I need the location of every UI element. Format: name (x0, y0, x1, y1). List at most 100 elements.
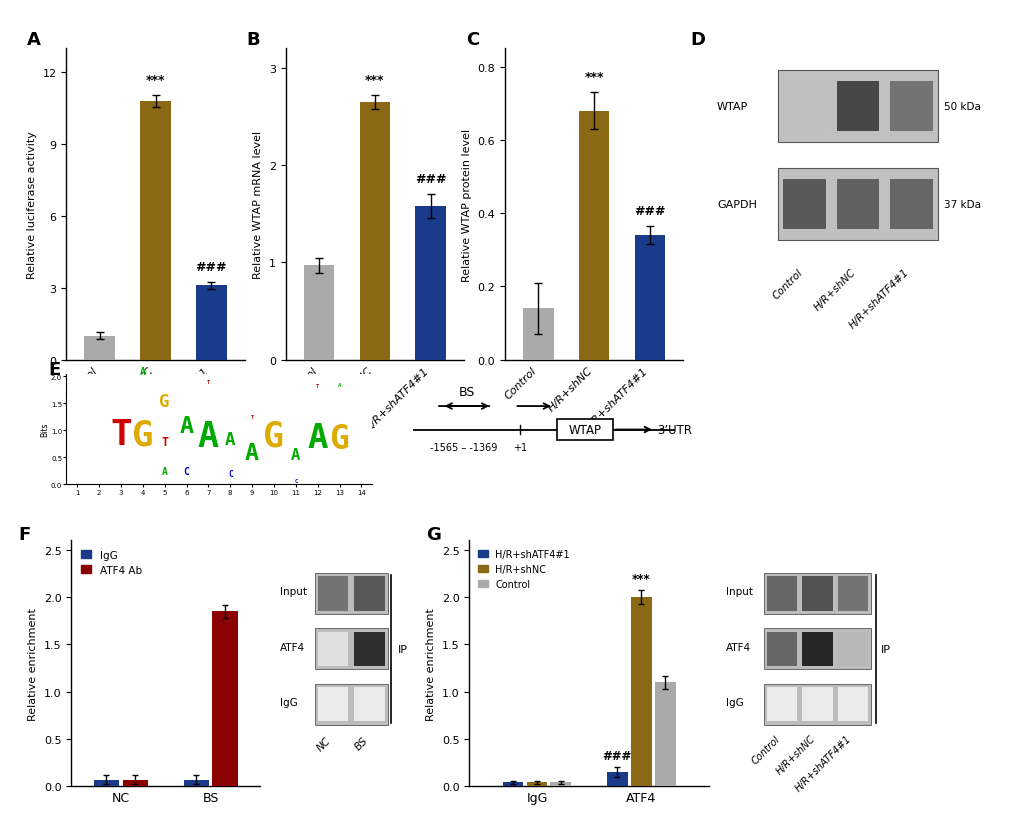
Bar (766, 632, 796, 667)
Text: A: A (179, 414, 194, 437)
Legend: IgG, ATF4 Ab: IgG, ATF4 Ab (76, 545, 146, 579)
Text: G: G (263, 419, 284, 453)
Bar (578, 111, 609, 360)
Bar (783, 82, 825, 132)
Text: C: C (293, 478, 298, 483)
Text: A: A (290, 448, 301, 463)
Text: 3’UTR: 3’UTR (657, 423, 692, 437)
Text: E: E (48, 361, 60, 379)
Text: +1: +1 (513, 443, 527, 453)
Bar (415, 206, 445, 360)
Text: BS: BS (353, 735, 369, 752)
Bar (315, 573, 387, 614)
Text: IgG: IgG (726, 697, 743, 708)
Y-axis label: Relative luciferase activity: Relative luciferase activity (26, 131, 37, 278)
Bar (777, 169, 936, 241)
Bar (318, 632, 348, 667)
Y-axis label: Relative enrichment: Relative enrichment (29, 607, 39, 720)
Bar (318, 687, 348, 722)
Text: NC: NC (315, 735, 333, 753)
Text: A: A (337, 382, 341, 387)
Text: Input: Input (279, 586, 307, 597)
Text: H/R+shATF4#1: H/R+shATF4#1 (793, 733, 853, 793)
Bar (304, 266, 334, 360)
Text: A: A (162, 466, 167, 477)
Text: Control: Control (749, 733, 781, 765)
Text: T: T (161, 435, 168, 448)
Bar (836, 82, 878, 132)
Text: WTAP: WTAP (568, 423, 600, 437)
Text: G: G (426, 526, 440, 544)
Bar (889, 82, 931, 132)
Bar (359, 102, 390, 360)
Bar (763, 684, 870, 725)
Bar (315, 629, 387, 669)
Text: D: D (690, 30, 705, 48)
Bar (606, 772, 627, 786)
Text: T: T (251, 415, 254, 420)
Y-axis label: Relative WTAP mRNA level: Relative WTAP mRNA level (253, 131, 263, 278)
Bar (315, 684, 387, 725)
Bar (85, 337, 115, 360)
Bar (122, 780, 148, 786)
Bar (550, 782, 571, 786)
Bar (318, 577, 348, 611)
Text: -1565 – -1369: -1565 – -1369 (430, 443, 497, 453)
Text: ***: *** (146, 74, 165, 87)
Bar (766, 687, 796, 722)
Bar (763, 573, 870, 614)
Bar (654, 682, 675, 786)
Text: IgG: IgG (279, 697, 298, 708)
Bar (777, 71, 936, 143)
Bar (523, 309, 553, 360)
Y-axis label: Relative enrichment: Relative enrichment (426, 607, 436, 720)
Bar (526, 782, 547, 786)
Text: G: G (329, 423, 350, 455)
Text: H/R+shATF4#1: H/R+shATF4#1 (847, 267, 910, 331)
Bar (354, 632, 384, 667)
Bar (766, 577, 796, 611)
Text: 50 kDa: 50 kDa (943, 102, 979, 111)
Bar (802, 687, 832, 722)
Bar (94, 780, 119, 786)
Bar (838, 687, 867, 722)
Y-axis label: Bits: Bits (41, 423, 50, 437)
Legend: H/R+shATF4#1, H/R+shNC, Control: H/R+shATF4#1, H/R+shNC, Control (474, 545, 574, 593)
Text: C: C (465, 30, 478, 48)
Text: ***: *** (631, 572, 650, 585)
Text: G: G (131, 418, 154, 452)
Text: A: A (225, 430, 235, 448)
Text: ###: ### (196, 260, 227, 274)
Text: C: C (183, 466, 190, 477)
Text: WTAP: WTAP (716, 102, 747, 111)
Text: ATF4: ATF4 (279, 642, 305, 652)
Bar (354, 687, 384, 722)
Text: GAPDH: GAPDH (716, 200, 756, 210)
Y-axis label: Relative WTAP protein level: Relative WTAP protein level (462, 129, 472, 281)
Text: C: C (227, 469, 232, 478)
Text: H/R+shNC: H/R+shNC (773, 733, 816, 776)
Text: ###: ### (602, 749, 631, 762)
Text: IP: IP (879, 644, 890, 654)
Text: A: A (28, 30, 41, 48)
Bar (196, 286, 226, 360)
Text: ***: *** (584, 70, 603, 84)
Bar (802, 632, 832, 667)
Text: A: A (307, 421, 327, 454)
Bar (183, 780, 209, 786)
Bar (836, 179, 878, 230)
Text: ###: ### (634, 205, 665, 217)
Text: ***: *** (365, 74, 384, 87)
Bar (212, 612, 237, 786)
Text: T: T (110, 418, 131, 452)
Text: G: G (159, 392, 170, 410)
Text: ATF4: ATF4 (726, 642, 750, 652)
Text: Control: Control (770, 267, 804, 301)
Bar (140, 102, 171, 360)
Text: BS: BS (459, 385, 475, 398)
Text: ###: ### (415, 173, 446, 186)
Bar (838, 577, 867, 611)
Bar (783, 179, 825, 230)
Text: A: A (140, 367, 146, 377)
Bar (502, 782, 523, 786)
